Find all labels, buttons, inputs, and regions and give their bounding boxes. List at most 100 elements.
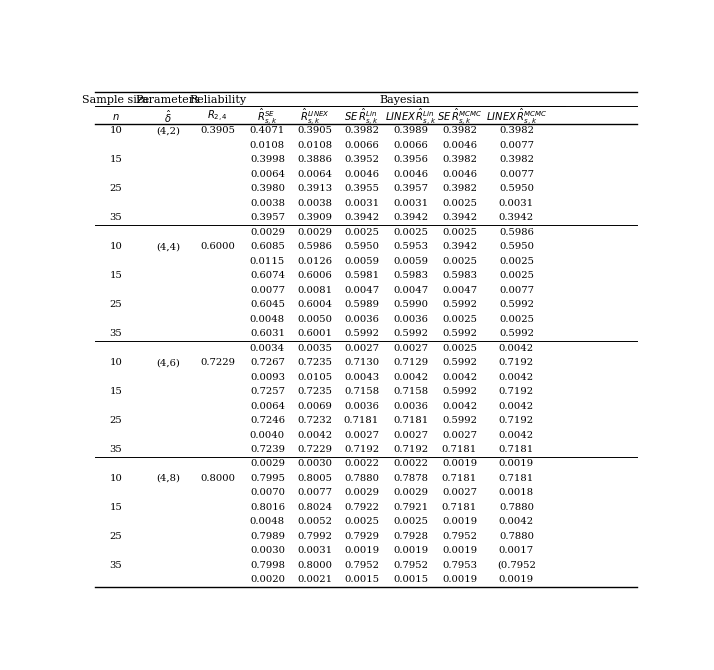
Text: 0.0036: 0.0036: [393, 315, 428, 324]
Text: 0.0042: 0.0042: [298, 431, 333, 440]
Text: 0.6031: 0.6031: [250, 329, 285, 338]
Text: 0.0025: 0.0025: [442, 199, 477, 208]
Text: 35: 35: [109, 329, 122, 338]
Text: 0.0029: 0.0029: [298, 228, 333, 237]
Text: 0.7267: 0.7267: [250, 358, 285, 367]
Text: 0.7181: 0.7181: [499, 445, 534, 454]
Text: 0.7952: 0.7952: [393, 561, 428, 570]
Text: 0.3956: 0.3956: [393, 155, 428, 164]
Text: 0.7158: 0.7158: [393, 387, 428, 396]
Text: 0.0038: 0.0038: [298, 199, 333, 208]
Text: 0.3942: 0.3942: [442, 213, 477, 222]
Text: 15: 15: [109, 155, 122, 164]
Text: 35: 35: [109, 213, 122, 222]
Text: $n$: $n$: [112, 111, 120, 121]
Text: 0.5992: 0.5992: [442, 300, 477, 309]
Text: 0.5983: 0.5983: [393, 271, 428, 280]
Text: 10: 10: [109, 127, 122, 135]
Text: 0.0019: 0.0019: [442, 576, 477, 584]
Text: 0.7239: 0.7239: [250, 445, 285, 454]
Text: 0.0043: 0.0043: [344, 373, 379, 382]
Text: 0.0027: 0.0027: [442, 488, 477, 497]
Text: 0.5992: 0.5992: [499, 300, 534, 309]
Text: 0.0048: 0.0048: [250, 315, 285, 324]
Text: 0.5992: 0.5992: [499, 329, 534, 338]
Text: 0.0034: 0.0034: [250, 344, 285, 352]
Text: 0.8024: 0.8024: [298, 503, 333, 512]
Text: $LINEX\,\hat{R}^{MCMC}_{s,k}$: $LINEX\,\hat{R}^{MCMC}_{s,k}$: [486, 107, 547, 127]
Text: 0.0025: 0.0025: [393, 517, 428, 527]
Text: 0.3905: 0.3905: [298, 127, 333, 135]
Text: 0.0029: 0.0029: [393, 488, 428, 497]
Text: 0.5981: 0.5981: [344, 271, 379, 280]
Text: 0.6045: 0.6045: [250, 300, 285, 309]
Text: 0.7235: 0.7235: [298, 358, 333, 367]
Text: 0.3942: 0.3942: [442, 243, 477, 251]
Text: 0.7878: 0.7878: [393, 474, 428, 483]
Text: (0.7952: (0.7952: [497, 561, 536, 570]
Text: 0.5992: 0.5992: [442, 329, 477, 338]
Text: $R_{2,4}$: $R_{2,4}$: [207, 109, 228, 124]
Text: 10: 10: [109, 358, 122, 367]
Text: 0.0093: 0.0093: [250, 373, 285, 382]
Text: 0.6085: 0.6085: [250, 243, 285, 251]
Text: 0.7995: 0.7995: [250, 474, 285, 483]
Text: 0.0019: 0.0019: [393, 546, 428, 555]
Text: 15: 15: [109, 387, 122, 396]
Text: 0.0031: 0.0031: [344, 199, 379, 208]
Text: 0.3989: 0.3989: [393, 127, 428, 135]
Text: 0.7192: 0.7192: [344, 445, 379, 454]
Text: 0.5992: 0.5992: [442, 416, 477, 425]
Text: $SE\,\hat{R}^{Lin}_{s,k}$: $SE\,\hat{R}^{Lin}_{s,k}$: [344, 107, 379, 127]
Text: 0.3913: 0.3913: [298, 184, 333, 194]
Text: 0.7192: 0.7192: [499, 358, 534, 367]
Text: 0.0017: 0.0017: [499, 546, 534, 555]
Text: 0.0025: 0.0025: [499, 271, 534, 280]
Text: 0.3982: 0.3982: [442, 184, 477, 194]
Text: $\hat{\delta}$: $\hat{\delta}$: [164, 109, 171, 125]
Text: 0.7257: 0.7257: [250, 387, 285, 396]
Text: 0.5992: 0.5992: [393, 329, 428, 338]
Text: 0.0077: 0.0077: [499, 170, 534, 179]
Text: 0.7989: 0.7989: [250, 532, 285, 541]
Text: 0.7229: 0.7229: [200, 358, 235, 367]
Text: 0.0025: 0.0025: [442, 315, 477, 324]
Text: 0.0025: 0.0025: [344, 517, 379, 527]
Text: 0.0025: 0.0025: [442, 257, 477, 266]
Text: 0.0042: 0.0042: [499, 517, 534, 527]
Text: 0.0035: 0.0035: [298, 344, 333, 352]
Text: 0.7130: 0.7130: [344, 358, 379, 367]
Text: $SE\,\hat{R}^{MCMC}_{s,k}$: $SE\,\hat{R}^{MCMC}_{s,k}$: [437, 107, 482, 127]
Text: 0.0046: 0.0046: [442, 170, 477, 179]
Text: 0.7181: 0.7181: [442, 503, 477, 512]
Text: 0.0042: 0.0042: [442, 401, 477, 411]
Text: 0.0050: 0.0050: [298, 315, 333, 324]
Text: 0.5990: 0.5990: [393, 300, 428, 309]
Text: $\hat{R}^{LINEX}_{s,k}$: $\hat{R}^{LINEX}_{s,k}$: [300, 107, 330, 127]
Text: 0.7232: 0.7232: [298, 416, 333, 425]
Text: 0.7921: 0.7921: [393, 503, 428, 512]
Text: 0.0070: 0.0070: [250, 488, 285, 497]
Text: 0.3982: 0.3982: [499, 127, 534, 135]
Text: 0.0019: 0.0019: [499, 460, 534, 468]
Text: 0.0027: 0.0027: [344, 344, 379, 352]
Text: 0.7880: 0.7880: [344, 474, 379, 483]
Text: 0.0081: 0.0081: [298, 285, 333, 295]
Text: 0.5986: 0.5986: [499, 228, 534, 237]
Text: 0.7880: 0.7880: [499, 532, 534, 541]
Text: 0.4071: 0.4071: [250, 127, 285, 135]
Text: 0.3942: 0.3942: [344, 213, 379, 222]
Text: 0.0019: 0.0019: [442, 517, 477, 527]
Text: Reliability: Reliability: [189, 95, 246, 105]
Text: 0.0015: 0.0015: [344, 576, 379, 584]
Text: 0.3982: 0.3982: [442, 127, 477, 135]
Text: 0.0036: 0.0036: [344, 315, 379, 324]
Text: 0.0025: 0.0025: [393, 228, 428, 237]
Text: 0.0047: 0.0047: [442, 285, 477, 295]
Text: 0.6074: 0.6074: [250, 271, 285, 280]
Text: 0.0042: 0.0042: [499, 431, 534, 440]
Text: 25: 25: [109, 300, 122, 309]
Text: 0.0059: 0.0059: [344, 257, 379, 266]
Text: 0.0031: 0.0031: [393, 199, 428, 208]
Text: $LINEX\,\hat{R}^{Lin}_{s,k}$: $LINEX\,\hat{R}^{Lin}_{s,k}$: [385, 107, 436, 127]
